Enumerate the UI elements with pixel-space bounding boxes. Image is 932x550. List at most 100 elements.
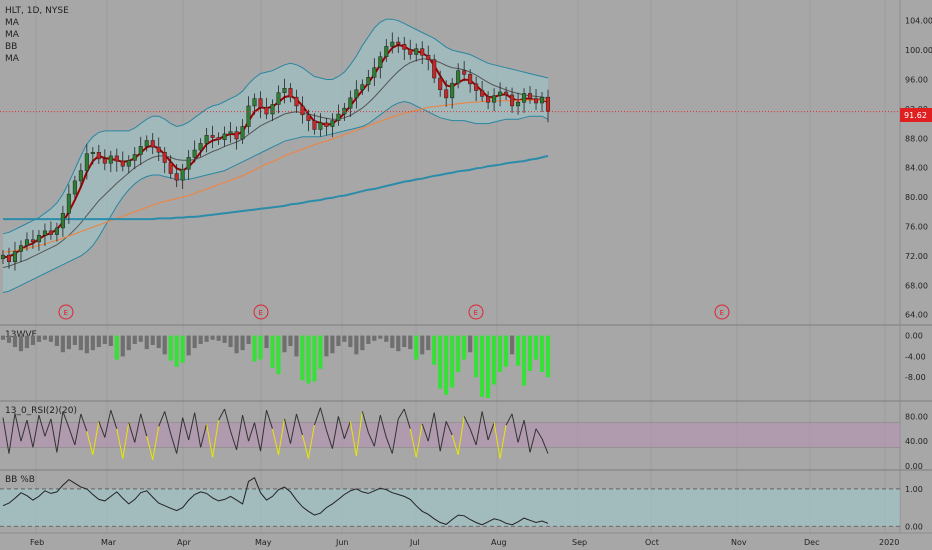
rsi-segment (26, 420, 34, 448)
candle-body (498, 91, 503, 96)
candle-body (30, 239, 35, 243)
wvf-bar (186, 335, 191, 356)
candle-body (396, 41, 401, 45)
rsi-segment (517, 419, 525, 443)
rsi-segment (194, 412, 202, 448)
candle-body (468, 74, 473, 85)
candlestick-series (0, 32, 551, 271)
candle-body (378, 56, 383, 68)
wvf-bar (372, 335, 377, 341)
rsi-segment (230, 431, 238, 451)
rsi-segment (44, 418, 52, 437)
time-tick-label: Jun (335, 538, 349, 547)
rsi-segment (74, 413, 82, 446)
rsi-segment (313, 407, 321, 426)
candle-body (156, 146, 161, 153)
candle-body (222, 133, 227, 140)
candle-body (54, 227, 59, 235)
wvf-bar (192, 335, 197, 349)
candle-body (48, 230, 53, 235)
candle-body (192, 149, 197, 158)
rsi-segment (8, 413, 16, 454)
earnings-marker[interactable] (714, 304, 730, 320)
earnings-marker-label: E (720, 309, 724, 317)
rsi-segment (188, 412, 196, 441)
wvf-bar (492, 335, 497, 385)
symbol-line[interactable]: HLT, 1D, NYSE (5, 6, 69, 16)
wvf-bar (438, 335, 443, 389)
wvf-bar (456, 335, 461, 372)
wvf-bar (180, 335, 185, 363)
indicator-label[interactable]: MA (5, 18, 19, 28)
wvf-bar (288, 335, 293, 346)
wvf-bar (246, 335, 251, 344)
bollinger-lower-line (2, 100, 549, 294)
wvf-bar (234, 335, 239, 354)
last-price-tag: 91.62 (900, 108, 932, 122)
candle-body (456, 70, 461, 84)
wvf-axis: 0.00 -4.00 -8.00 (905, 332, 926, 383)
price-pane[interactable] (0, 18, 900, 294)
candle-body (0, 254, 6, 260)
wvf-bar (18, 335, 24, 352)
rsi-pane[interactable]: 13_0_RSI(2)(20) (0, 406, 900, 460)
wvf-bar (54, 335, 59, 346)
bollinger-upper-line (2, 18, 549, 235)
wvf-bar (198, 335, 203, 344)
rsi-segment (493, 422, 501, 459)
wvf-bar (348, 335, 353, 348)
earnings-marker[interactable] (468, 304, 484, 320)
indicator-label[interactable]: MA (5, 54, 19, 64)
rsi-segment (337, 416, 345, 439)
candle-body (420, 48, 425, 56)
candle-body (186, 157, 191, 170)
rsi-segment (248, 422, 256, 442)
candle-body (96, 151, 101, 160)
chart-legend[interactable]: HLT, 1D, NYSE MA MA BB MA (5, 5, 69, 65)
wvf-pane[interactable]: 13WVF (0, 330, 551, 398)
time-tick-label: 2020 (879, 538, 899, 547)
rsi-segment (451, 434, 459, 455)
rsi-tick-label: 40.00 (905, 437, 928, 446)
wvf-bar (521, 335, 527, 386)
wvf-bar (270, 335, 275, 368)
wvf-bar (24, 335, 30, 349)
earnings-marker[interactable] (253, 304, 269, 320)
candle-body (318, 122, 323, 130)
time-tick-label: Jul (409, 538, 420, 547)
candle-body (60, 212, 65, 229)
rsi-segment (283, 418, 291, 444)
rsi-segment (266, 410, 273, 429)
candle-body (354, 89, 359, 99)
bbp-pane[interactable]: BB %B (0, 475, 900, 527)
rsi-segment (134, 413, 142, 443)
price-tick-label: 64.00 (905, 311, 928, 320)
candle-body (36, 235, 41, 243)
wvf-bar (120, 335, 125, 357)
wvf-bar (60, 335, 65, 353)
rsi-segment (319, 407, 327, 431)
rsi-segment (164, 411, 172, 434)
rsi-segment (421, 423, 429, 442)
wvf-bar (426, 335, 431, 351)
rsi-segment (98, 421, 106, 438)
time-tick-label: May (255, 538, 272, 547)
candle-body (246, 105, 251, 127)
rsi-segment (445, 421, 453, 436)
wvf-bar (12, 335, 18, 348)
bbp-axis: 1.00 0.00 (905, 485, 923, 531)
wvf-bar (276, 335, 281, 375)
earnings-marker[interactable] (58, 304, 74, 320)
time-tick-label: Sep (572, 538, 587, 547)
indicator-label[interactable]: MA (5, 30, 19, 40)
candle-body (510, 94, 515, 107)
wvf-bar (432, 335, 437, 365)
candle-body (294, 96, 299, 107)
time-axis[interactable]: Feb Mar Apr May Jun Jul Aug Sep Oct Nov Dec 2020 (30, 538, 899, 547)
rsi-segment (224, 408, 232, 432)
rsi-tick-label: 0.00 (905, 462, 923, 471)
indicator-label[interactable]: BB (5, 42, 18, 52)
wvf-bar (420, 335, 425, 355)
